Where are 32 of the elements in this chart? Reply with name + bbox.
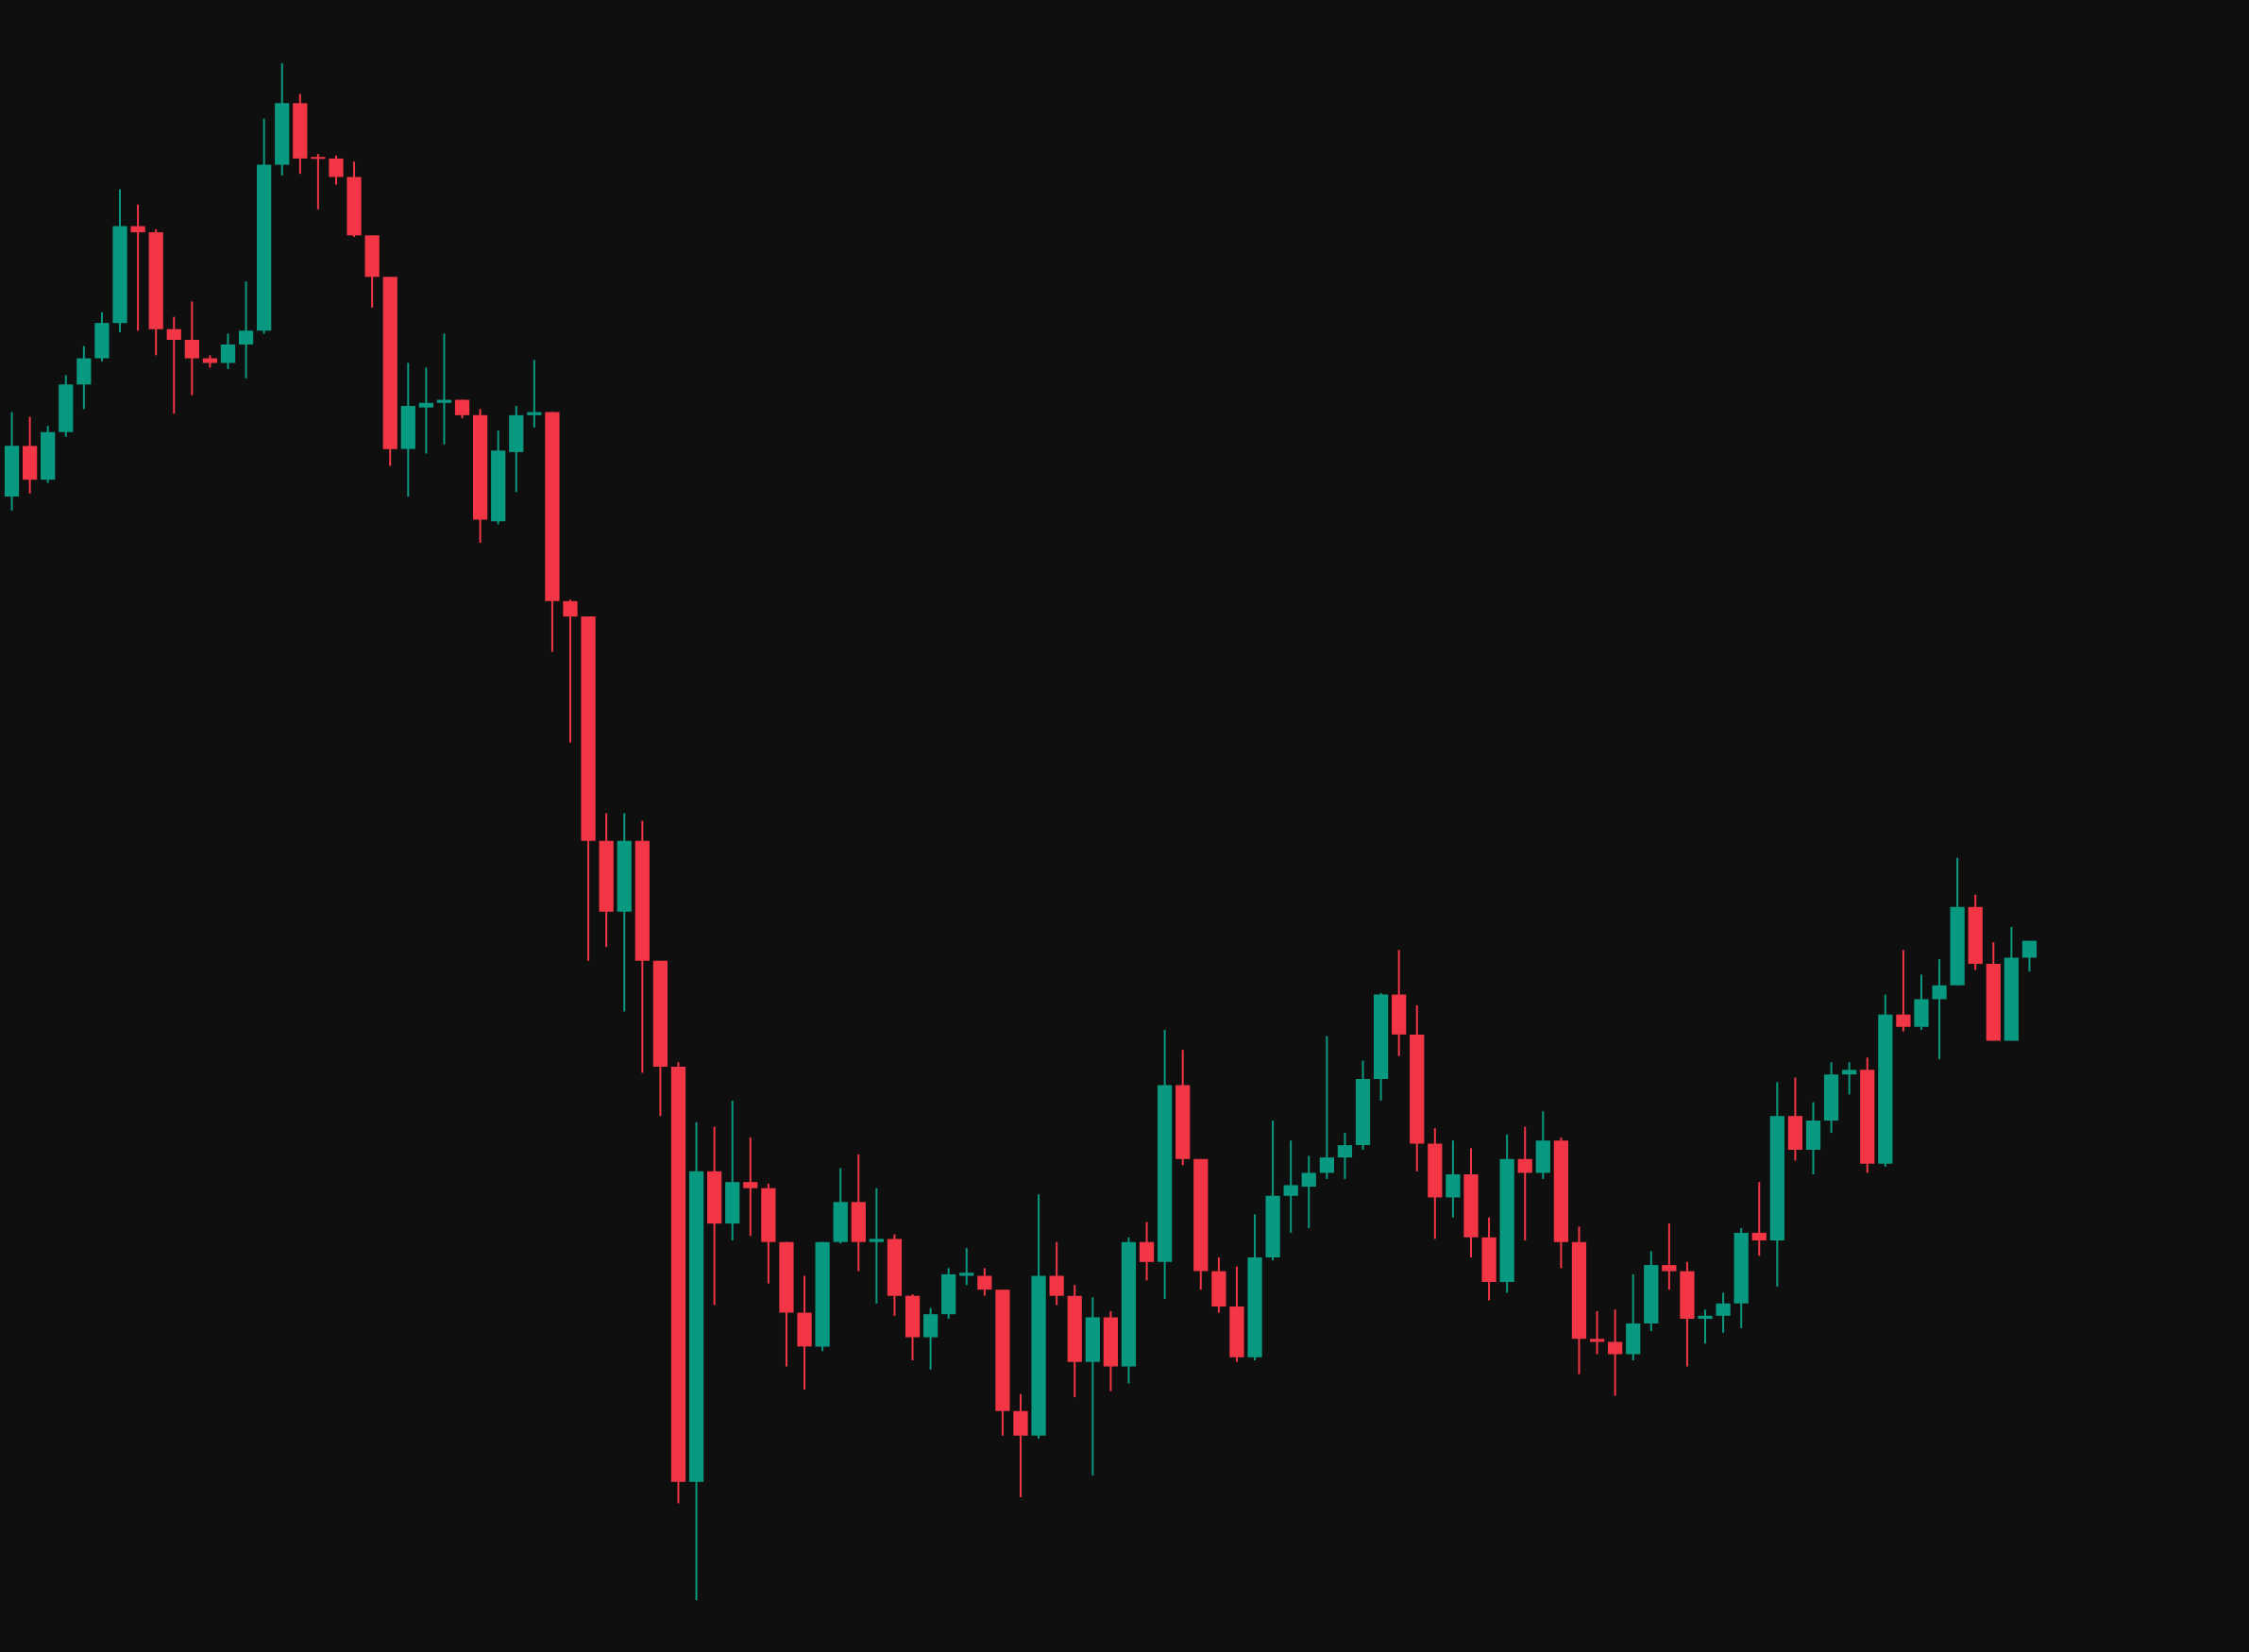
candlestick bbox=[220, 332, 236, 370]
candlestick bbox=[418, 366, 433, 455]
candlestick bbox=[563, 598, 578, 744]
candlestick bbox=[1589, 1309, 1605, 1356]
candlestick bbox=[527, 359, 542, 429]
candlestick bbox=[1283, 1139, 1298, 1234]
candlestick bbox=[1608, 1308, 1623, 1397]
candlestick bbox=[1049, 1240, 1064, 1306]
candlestick bbox=[1751, 1181, 1767, 1257]
candlestick bbox=[184, 300, 199, 396]
candlestick bbox=[869, 1187, 884, 1305]
candlestick bbox=[1662, 1222, 1677, 1291]
candlestick bbox=[1698, 1308, 1713, 1345]
candlestick bbox=[1896, 949, 1911, 1033]
candlestick bbox=[743, 1136, 758, 1238]
candlestick bbox=[311, 153, 326, 211]
candlestick bbox=[436, 332, 452, 446]
candlestick bbox=[959, 1247, 974, 1287]
candlestick bbox=[1517, 1125, 1532, 1242]
candlestick bbox=[166, 315, 181, 415]
candlestick bbox=[2021, 939, 2038, 973]
candlestick bbox=[1842, 1061, 1857, 1096]
candlestick bbox=[329, 154, 344, 186]
candlestick bbox=[1139, 1221, 1155, 1282]
candlestick bbox=[977, 1267, 992, 1297]
candlestick bbox=[130, 203, 145, 332]
candlestick bbox=[1301, 1155, 1316, 1230]
candlestick bbox=[1932, 958, 1947, 1060]
candlestick bbox=[1716, 1291, 1731, 1334]
candlestick bbox=[1337, 1132, 1353, 1180]
candlestick bbox=[1319, 1035, 1334, 1180]
candlestick bbox=[238, 280, 254, 379]
